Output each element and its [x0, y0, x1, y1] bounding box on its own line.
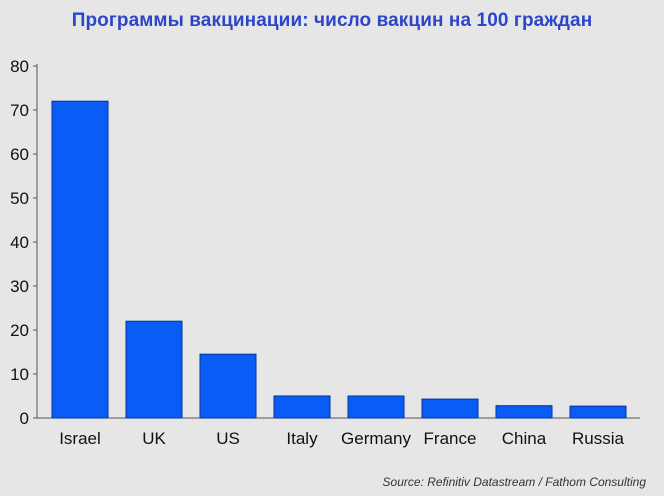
bars — [51, 100, 627, 419]
y-tick-label: 10 — [10, 365, 29, 384]
y-tick-label: 0 — [20, 409, 29, 428]
y-tick-label: 70 — [10, 101, 29, 120]
y-axis: 0 10 20 30 40 50 60 70 80 — [10, 57, 38, 428]
bar-russia — [569, 405, 627, 419]
x-tick-label-uk: UK — [142, 429, 166, 448]
x-tick-label-us: US — [216, 429, 240, 448]
y-tick-label: 80 — [10, 57, 29, 76]
bar-uk — [125, 320, 183, 419]
x-tick-label-germany: Germany — [341, 429, 411, 448]
x-tick-label-israel: Israel — [59, 429, 101, 448]
x-tick-label-russia: Russia — [572, 429, 625, 448]
bar-china — [495, 405, 553, 419]
y-tick-label: 50 — [10, 189, 29, 208]
x-tick-label-italy: Italy — [286, 429, 318, 448]
chart-source: Source: Refinitiv Datastream / Fathom Co… — [382, 475, 646, 489]
x-tick-label-china: China — [502, 429, 547, 448]
bar-us — [199, 353, 257, 419]
bar-france — [421, 398, 479, 419]
y-tick-label: 60 — [10, 145, 29, 164]
y-tick-label: 20 — [10, 321, 29, 340]
y-tick-label: 30 — [10, 277, 29, 296]
x-axis: Israel UK US Italy Germany France China Russia — [37, 417, 640, 448]
y-tick-label: 40 — [10, 233, 29, 252]
bar-israel — [51, 100, 109, 419]
chart-title: Программы вакцинации: число вакцин на 10… — [71, 10, 593, 31]
bar-italy — [273, 395, 331, 419]
x-tick-label-france: France — [424, 429, 477, 448]
bar-germany — [347, 395, 405, 419]
